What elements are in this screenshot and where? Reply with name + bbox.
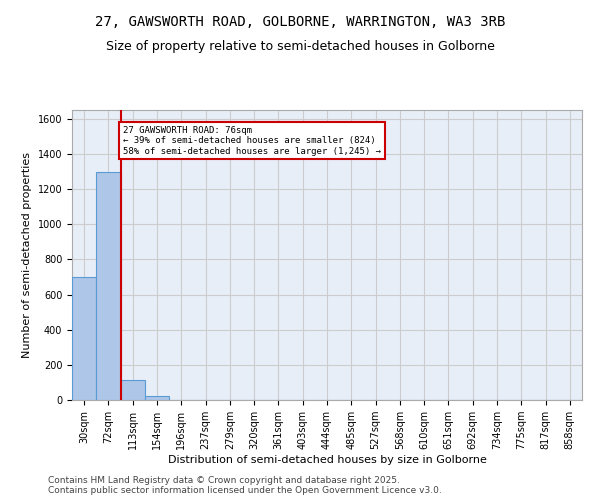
Text: Contains HM Land Registry data © Crown copyright and database right 2025.
Contai: Contains HM Land Registry data © Crown c… [48,476,442,495]
X-axis label: Distribution of semi-detached houses by size in Golborne: Distribution of semi-detached houses by … [167,455,487,465]
Text: Size of property relative to semi-detached houses in Golborne: Size of property relative to semi-detach… [106,40,494,53]
Bar [121,380,145,400]
Bar [145,396,169,400]
Text: 27, GAWSWORTH ROAD, GOLBORNE, WARRINGTON, WA3 3RB: 27, GAWSWORTH ROAD, GOLBORNE, WARRINGTON… [95,15,505,29]
Bar [96,172,121,400]
Y-axis label: Number of semi-detached properties: Number of semi-detached properties [22,152,32,358]
Text: 27 GAWSWORTH ROAD: 76sqm
← 39% of semi-detached houses are smaller (824)
58% of : 27 GAWSWORTH ROAD: 76sqm ← 39% of semi-d… [123,126,381,156]
Bar [72,277,96,400]
